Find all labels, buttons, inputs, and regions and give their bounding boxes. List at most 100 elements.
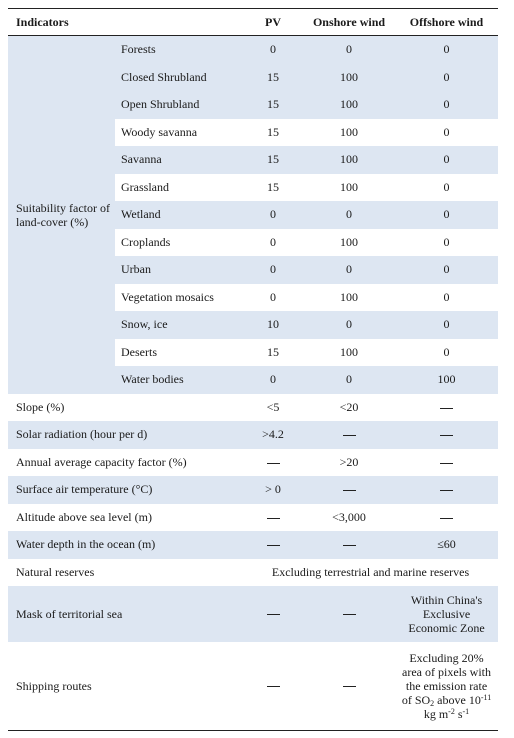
shipping-sub: 2 [430,699,435,708]
cell-offshore: 0 [395,256,499,284]
cell-offshore [395,421,499,449]
landcover-name: Open Shrubland [115,91,244,119]
cell-onshore [303,421,396,449]
cell-pv: > 0 [243,476,304,504]
row-label: Annual average capacity factor (%) [16,454,187,469]
table-row: Vegetation mosaics 0 100 0 [8,284,498,312]
table-row: Croplands 0 100 0 [8,229,498,257]
cell-offshore: ≤60 [395,531,499,559]
cell-pv: 0 [270,289,277,304]
landcover-name: Savanna [115,146,244,174]
cell-onshore: 100 [340,179,359,194]
cell-pv: 0 [243,201,304,229]
cell-offshore: 0 [395,311,499,339]
dash-icon [342,545,356,546]
cell-onshore: 100 [303,91,396,119]
cell-reserves: Excluding terrestrial and marine reserve… [271,564,470,579]
cell-pv: 0 [243,35,304,64]
table-row: Deserts 15 100 0 [8,339,498,367]
cell-onshore: 100 [303,63,396,91]
cell-onshore: 0 [303,35,396,64]
row-label: Water depth in the ocean (m) [8,531,244,559]
cell-offshore: 0 [395,63,499,91]
cell-offshore: 0 [395,146,499,174]
cell-pv [243,504,303,532]
dash-icon [440,435,454,436]
table-row: Woody savanna 15 100 0 [8,119,498,147]
cell-onshore: <3,000 [332,509,366,524]
landcover-name: Forests [115,35,244,64]
cell-onshore: 100 [340,289,359,304]
table-row: Grassland 15 100 0 [8,174,498,202]
cell-offshore [395,394,498,422]
cell-pv: 10 [243,311,304,339]
dash-icon [266,545,280,546]
landcover-name: Grassland [121,179,169,194]
cell-offshore [395,504,498,532]
table-row: Water depth in the ocean (m) ≤60 [8,531,499,559]
dash-icon [266,462,280,464]
dash-icon [440,517,454,519]
cell-onshore: 0 [303,201,396,229]
cell-offshore: 0 [395,35,499,64]
table-row: Annual average capacity factor (%) >20 [8,449,498,477]
cell-offshore: Within China's Exclusive Economic Zone [395,586,499,642]
table-row: Wetland 0 0 0 [8,201,499,229]
header-offshore: Offshore wind [395,8,499,36]
cell-onshore [303,476,396,504]
cell-onshore: >20 [339,454,359,469]
landcover-name: Closed Shrubland [115,63,244,91]
cell-offshore: 0 [395,201,499,229]
cell-offshore: 100 [395,366,499,394]
table-row: Surface air temperature (°C) > 0 [8,476,499,504]
cell-onshore: 100 [303,146,396,174]
table-row: Altitude above sea level (m) <3,000 [8,504,498,532]
cell-pv [243,642,304,731]
cell-pv: 15 [267,124,280,139]
table-row: Shipping routes Excluding 20% area of pi… [8,642,499,731]
shipping-unit1: kg m [423,707,449,721]
cell-offshore: 0 [443,234,450,249]
shipping-base: 10 [468,693,481,707]
dash-icon [342,490,356,491]
table-row: Mask of territorial sea Within China's E… [8,586,499,642]
cell-onshore: 100 [340,234,359,249]
row-label: Shipping routes [8,642,244,731]
landcover-name: Wetland [115,201,244,229]
cell-onshore [303,586,396,642]
row-label: Altitude above sea level (m) [16,509,152,524]
cell-onshore [303,642,396,731]
cell-offshore [395,476,499,504]
table-row: Water bodies 0 0 100 [8,366,499,394]
row-label: Surface air temperature (°C) [8,476,244,504]
landcover-name: Vegetation mosaics [121,289,214,304]
shipping-exp1: -11 [480,693,492,702]
header-indicators: Indicators [8,8,244,36]
table-row: Savanna 15 100 0 [8,146,499,174]
dash-icon [342,686,356,688]
row-label: Slope (%) [16,399,65,414]
dash-icon [440,462,454,464]
header-row: Indicators PV Onshore wind Offshore wind [8,8,499,36]
shipping-text: Excluding 20% area of pixels with the em… [401,651,491,707]
table-row: Slope (%) <5 <20 [8,394,498,422]
table-row: Solar radiation (hour per d) >4.2 [8,421,499,449]
cell-pv: 0 [270,234,277,249]
dash-icon [266,614,280,616]
cell-offshore: 0 [443,179,450,194]
cell-pv: 15 [243,63,304,91]
cell-offshore [395,449,498,477]
cell-onshore: 100 [340,344,359,359]
cell-pv: 15 [243,146,304,174]
cell-onshore: 100 [340,124,359,139]
cell-pv [243,531,304,559]
cell-onshore [303,531,396,559]
cell-offshore: 0 [443,344,450,359]
table-row: Urban 0 0 0 [8,256,499,284]
dash-icon [342,614,356,616]
table-row: Snow, ice 10 0 0 [8,311,499,339]
cell-pv: 0 [243,256,304,284]
cell-pv: 15 [267,179,280,194]
landcover-name: Water bodies [115,366,244,394]
cell-onshore: 0 [303,311,396,339]
